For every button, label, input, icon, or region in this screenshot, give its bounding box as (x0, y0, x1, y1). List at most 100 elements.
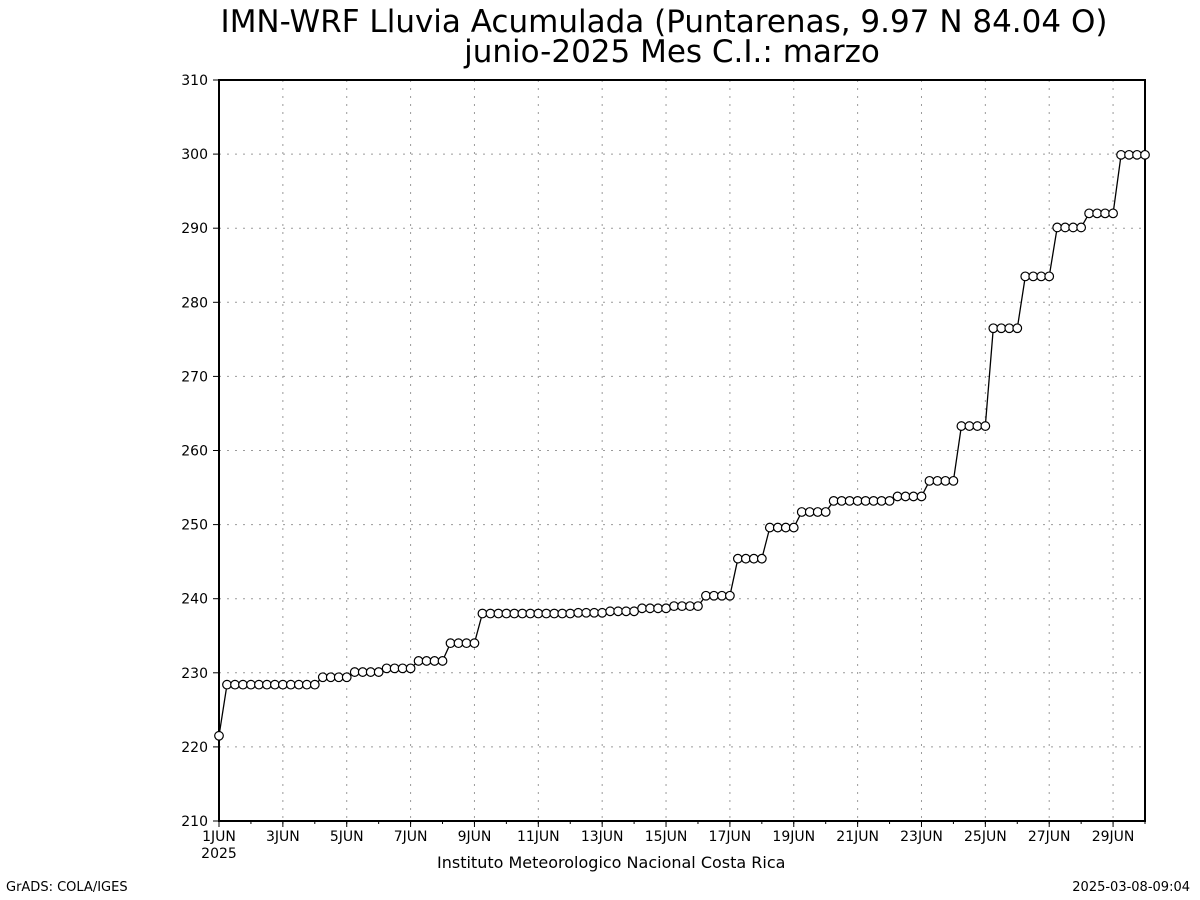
data-point-marker (341, 672, 352, 683)
y-tick-label: 250 (181, 518, 208, 534)
data-point-marker (605, 606, 616, 617)
data-point-marker (804, 507, 815, 517)
data-point-marker (477, 608, 488, 619)
data-point-marker (461, 638, 472, 649)
plot-frame (218, 79, 1146, 822)
data-point-marker (285, 679, 296, 690)
data-point-marker (565, 608, 576, 619)
data-point-marker (1092, 208, 1103, 219)
y-tick-label: 300 (181, 147, 208, 163)
data-point-marker (437, 656, 448, 666)
data-point-marker (1060, 222, 1071, 233)
data-point-marker (1084, 208, 1095, 219)
x-tick-label: 7JUN (394, 829, 428, 845)
data-point-marker (860, 495, 871, 506)
data-point-marker (868, 495, 879, 506)
data-point-marker (637, 603, 647, 614)
data-point-marker (788, 522, 799, 533)
grid-lines (219, 80, 1145, 821)
data-point-marker (421, 656, 432, 666)
series-line (218, 154, 1145, 736)
data-point-marker (756, 553, 767, 564)
data-point-marker (301, 679, 312, 690)
data-point-marker (828, 495, 839, 506)
data-point-marker (988, 323, 999, 334)
data-point-marker (533, 608, 544, 619)
data-point-marker (261, 679, 272, 690)
data-point-marker (661, 603, 671, 614)
data-point-marker (349, 667, 360, 677)
data-point-marker (573, 607, 584, 618)
data-point-marker (916, 491, 927, 502)
data-point-marker (717, 590, 727, 601)
data-point-marker (780, 522, 791, 533)
data-point-marker (1028, 271, 1039, 282)
data-point-marker (397, 663, 408, 674)
data-point-marker (820, 507, 831, 517)
data-point-marker (1044, 271, 1055, 282)
chart-title: IMN-WRF Lluvia Acumulada (Puntarenas, 9.… (221, 4, 1108, 40)
x-tick-label: 9JUN (458, 829, 492, 845)
data-point-marker (365, 667, 376, 677)
data-point-marker (222, 679, 232, 690)
data-point-marker (357, 667, 368, 677)
data-point-marker (429, 656, 440, 666)
data-point-marker (900, 491, 911, 502)
x-year-label: 2025 (201, 846, 237, 862)
data-point-marker (1116, 149, 1126, 160)
data-point-marker (238, 679, 248, 690)
data-point-marker (724, 590, 735, 601)
data-point-marker (645, 603, 655, 614)
grads-credit: GrADS: COLA/IGES (6, 880, 128, 895)
data-point-marker (1100, 208, 1110, 219)
data-point-marker (1108, 208, 1118, 219)
data-point-marker (1132, 149, 1142, 160)
y-tick-label: 240 (181, 592, 208, 608)
data-point-marker (796, 507, 807, 517)
data-point-marker (1012, 323, 1023, 334)
data-point-marker (493, 608, 504, 619)
data-point-marker (669, 601, 679, 612)
data-point-marker (836, 495, 847, 506)
data-point-marker (597, 607, 608, 618)
data-point-marker (413, 656, 424, 666)
y-tick-label: 310 (181, 73, 208, 89)
data-point-marker (469, 638, 480, 649)
data-point-marker (485, 608, 496, 619)
data-point-marker (701, 590, 711, 601)
data-point-marker (980, 421, 991, 431)
data-point-marker (876, 495, 887, 506)
data-point-marker (230, 679, 240, 690)
data-point-marker (381, 663, 392, 674)
x-tick-label: 27JUN (1028, 829, 1071, 845)
x-tick-label: 25JUN (964, 829, 1007, 845)
data-point-marker (629, 606, 640, 617)
data-point-marker (453, 638, 464, 649)
data-point-marker (844, 495, 855, 506)
data-point-marker (525, 608, 536, 619)
data-point-marker (517, 608, 528, 619)
data-point-marker (549, 608, 560, 619)
data-point-marker (1052, 222, 1063, 233)
data-point-marker (732, 553, 743, 564)
data-point-marker (1068, 222, 1079, 233)
x-tick-label: 1JUN (202, 829, 236, 845)
data-point-marker (948, 475, 959, 486)
data-point-marker (541, 608, 552, 619)
data-point-marker (964, 421, 975, 431)
data-point-marker (764, 522, 775, 533)
data-point-marker (621, 606, 632, 617)
data-point-marker (325, 672, 336, 683)
x-tick-label: 17JUN (709, 829, 752, 845)
data-point-marker (317, 672, 328, 683)
x-tick-label: 19JUN (772, 829, 815, 845)
x-tick-label: 11JUN (517, 829, 560, 845)
data-point-marker (277, 679, 288, 690)
x-tick-label: 21JUN (836, 829, 879, 845)
data-point-marker (852, 495, 863, 506)
data-point-marker (589, 607, 600, 618)
y-tick-label: 230 (181, 666, 208, 682)
data-point-marker (501, 608, 512, 619)
data-point-marker (1076, 222, 1087, 233)
